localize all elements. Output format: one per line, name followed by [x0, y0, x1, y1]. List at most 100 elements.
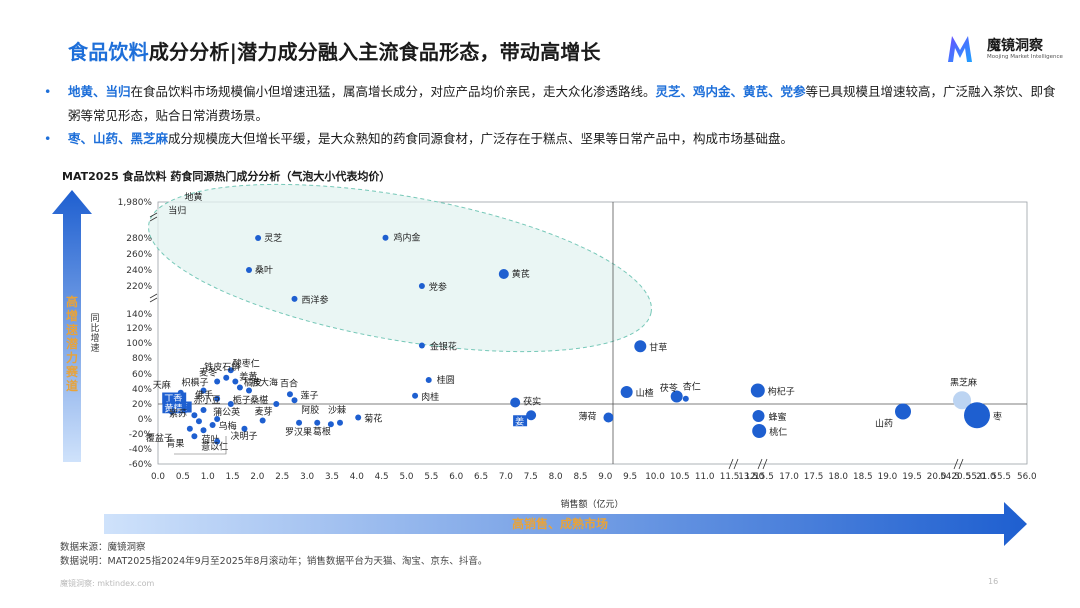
svg-text:速: 速 — [90, 343, 99, 354]
point-label-地黄: 地黄 — [184, 191, 202, 203]
point-桑叶 — [246, 267, 252, 273]
x-tick-label: 17.0 — [779, 472, 799, 482]
x-tick-label: 55.5 — [991, 472, 1011, 482]
y-axis-break — [149, 212, 158, 222]
x-axis-break — [728, 458, 739, 470]
y-tick-label: 120% — [126, 324, 152, 334]
point-label-鸡内金: 鸡内金 — [394, 232, 421, 244]
point-label-覆盆子: 覆盆子 — [146, 432, 173, 444]
point-label-赤小豆: 赤小豆 — [194, 395, 221, 406]
point-青果 — [191, 433, 198, 440]
data-explanation: 数据说明：MAT2025指2024年9月至2025年8月滚动年；销售数据平台为天… — [60, 556, 488, 567]
point-灵芝 — [255, 235, 262, 241]
point-label-薏苡仁: 薏苡仁 — [201, 441, 228, 453]
point-麦芽 — [259, 417, 266, 424]
svg-text:同: 同 — [90, 313, 99, 324]
x-axis-break — [953, 458, 964, 470]
point-乌梅 — [209, 422, 216, 428]
point-label-决明子: 决明子 — [230, 430, 257, 442]
point-label-菊花: 菊花 — [364, 413, 382, 425]
x-tick-label: 9.5 — [623, 472, 637, 482]
y-tick-label: -20% — [129, 430, 153, 440]
y-tick-label: 80% — [132, 354, 152, 364]
bullet-dot: • — [44, 131, 52, 146]
point-label-灵芝: 灵芝 — [264, 232, 282, 244]
point-label-麦冬: 麦冬 — [199, 367, 217, 379]
point-label-桂圆: 桂圆 — [437, 374, 455, 386]
svg-text:道: 道 — [66, 378, 78, 393]
bullet-2-text: 枣、山药、黑芝麻成分规模庞大但增长平缓，是大众熟知的药食同源食材，广泛存在于糕点… — [68, 131, 794, 146]
point-label-胖大海: 胖大海 — [251, 377, 278, 389]
point-葛根 — [327, 421, 334, 428]
y-tick-label: 0% — [138, 415, 153, 425]
point-铁皮石斛 — [223, 374, 230, 381]
point-label-栀子: 栀子 — [233, 394, 251, 406]
point-label-桃仁: 桃仁 — [769, 426, 787, 438]
y-tick-label: 40% — [132, 385, 152, 395]
point-label-蒲公英: 蒲公英 — [213, 406, 240, 418]
x-tick-label: 5.5 — [424, 472, 438, 482]
point-桑椹 — [273, 401, 280, 407]
bullet-2: • 枣、山药、黑芝麻成分规模庞大但增长平缓，是大众熟知的药食同源食材，广泛存在于糕… — [44, 127, 1044, 151]
bullet-1: • 地黄、当归在食品饮料市场规模偏小但增速迅猛，属高增长成分，对应产品均价亲民，走… — [44, 80, 1056, 128]
point-label-薄荷: 薄荷 — [578, 411, 596, 423]
x-tick-label: 3.5 — [325, 472, 339, 482]
point-label-青果: 青果 — [166, 437, 184, 449]
point-蜂蜜 — [752, 410, 765, 422]
point-桂圆 — [425, 377, 432, 383]
point-西洋参 — [291, 295, 298, 302]
x-tick-label: 10.0 — [645, 472, 665, 482]
y-tick-label: 220% — [126, 282, 152, 292]
point-label-紫苏: 紫苏 — [169, 407, 187, 419]
point-罗汉果 — [296, 419, 303, 426]
x-tick-label: 21.0 — [976, 472, 996, 482]
point-菊花 — [355, 414, 362, 421]
point-甘草 — [634, 340, 647, 353]
point-胖大海 — [246, 387, 252, 394]
label-bg-丁香 — [162, 392, 187, 404]
title-rest: 成分分析|潜力成分融入主流食品形态，带动高增长 — [148, 40, 601, 64]
point-杏仁 — [670, 390, 683, 403]
point-label-茯苓: 茯苓 — [660, 382, 678, 394]
point-label-甘草: 甘草 — [649, 341, 667, 353]
point-label-桑叶: 桑叶 — [255, 265, 273, 276]
point-label-枸杞子: 枸杞子 — [768, 386, 795, 398]
point-label-天麻: 天麻 — [153, 379, 171, 391]
x-tick-label: 12.0 — [745, 472, 765, 482]
y-tick-label: 1,980% — [118, 198, 153, 208]
y-tick-label: 240% — [126, 266, 152, 276]
x-tick-label: 4.0 — [350, 472, 364, 482]
x-tick-label: 9.0 — [598, 472, 612, 482]
x-tick-label: 5.0 — [400, 472, 414, 482]
y-tick-label: 260% — [126, 250, 152, 260]
point-黄精 — [191, 412, 198, 419]
title-highlight: 食品饮料 — [68, 40, 149, 64]
svg-text:潜: 潜 — [66, 336, 79, 351]
x-tick-label: 4.5 — [375, 472, 389, 482]
x-tick-label: 8.5 — [573, 472, 587, 482]
x-tick-label: 17.5 — [804, 472, 824, 482]
point-label-杏仁: 杏仁 — [683, 381, 701, 393]
point-label-橘皮: 橘皮 — [244, 377, 262, 389]
point-label-莲子: 莲子 — [301, 389, 319, 401]
point-姜 — [526, 410, 537, 421]
x-tick-label: 19.5 — [902, 472, 922, 482]
svg-text:增: 增 — [66, 308, 78, 323]
x-arrow-label: 高销售、成熟市场 — [512, 516, 608, 531]
x-tick-label: 0.5 — [176, 472, 190, 482]
y-tick-label: 280% — [126, 234, 152, 244]
point-label-西洋参: 西洋参 — [302, 294, 329, 306]
x-tick-label: 11.0 — [695, 472, 715, 482]
leader-line — [174, 436, 227, 455]
x-tick-label: 20.0 — [927, 472, 947, 482]
point-薏苡仁 — [214, 438, 221, 445]
point-label-黄芪: 黄芪 — [512, 268, 530, 280]
point-label-麦芽: 麦芽 — [255, 406, 273, 418]
point-label-乌梅: 乌梅 — [219, 420, 237, 432]
highlight-ellipse — [148, 183, 652, 353]
point-label-桑椹: 桑椹 — [250, 395, 268, 406]
point-百合 — [286, 391, 293, 398]
x-tick-label: 2.0 — [250, 472, 264, 482]
page-number: 16 — [988, 577, 999, 586]
point-label-金银花: 金银花 — [430, 341, 457, 353]
